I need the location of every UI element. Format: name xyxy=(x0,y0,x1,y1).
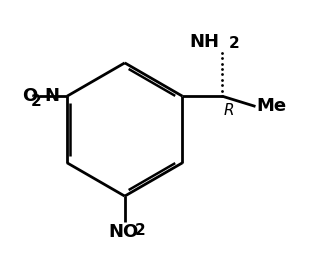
Text: R: R xyxy=(223,103,234,118)
Text: 2: 2 xyxy=(31,94,41,109)
Text: Me: Me xyxy=(257,97,287,116)
Text: O: O xyxy=(22,87,38,105)
Text: NO: NO xyxy=(108,223,139,241)
Text: NH: NH xyxy=(190,33,220,51)
Text: 2: 2 xyxy=(134,223,145,238)
Text: 2: 2 xyxy=(229,36,239,51)
Text: N: N xyxy=(44,87,59,105)
